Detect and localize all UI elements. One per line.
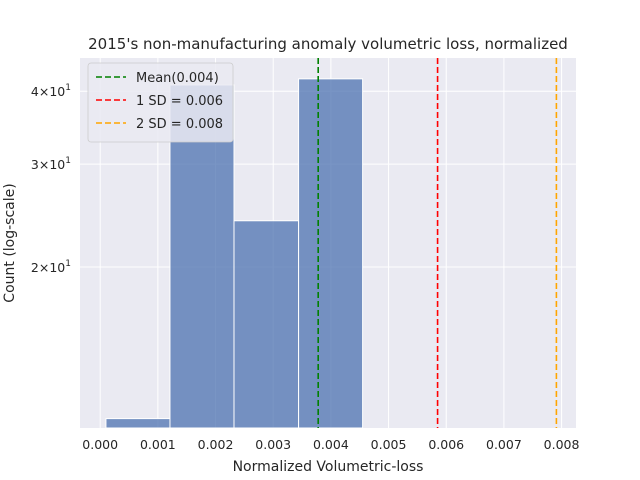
histogram-bar (233, 220, 300, 429)
legend: Mean(0.004) 1 SD = 0.006 2 SD = 0.008 (87, 62, 234, 143)
y-axis-label: Count (log-scale) (2, 183, 18, 302)
x-tick-label: 0.001 (140, 437, 176, 452)
x-tick-label: 0.008 (544, 437, 580, 452)
x-tick-labels: 0.000 0.001 0.002 0.003 0.004 0.005 0.006 0.007… (82, 437, 579, 452)
x-tick-label: 0.003 (255, 437, 291, 452)
histogram-bars (105, 78, 364, 429)
y-tick-label: 2×101 (31, 259, 71, 275)
y-tick-label: 3×101 (31, 156, 71, 172)
x-tick-label: 0.004 (313, 437, 349, 452)
legend-label: 2 SD = 0.008 (136, 117, 223, 132)
x-tick-label: 0.005 (371, 437, 407, 452)
histogram-bar (105, 418, 171, 429)
x-tick-label: 0.006 (428, 437, 464, 452)
y-tick-label: 4×101 (31, 83, 71, 99)
legend-label: Mean(0.004) (136, 71, 219, 86)
x-tick-label: 0.007 (486, 437, 522, 452)
chart-title: 2015's non-manufacturing anomaly volumet… (88, 35, 568, 53)
x-tick-label: 0.000 (82, 437, 118, 452)
y-tick-labels: 2×101 3×101 4×101 (31, 83, 71, 275)
x-axis-label: Normalized Volumetric-loss (233, 459, 424, 475)
legend-label: 1 SD = 0.006 (136, 94, 223, 109)
reference-lines (317, 58, 558, 428)
histogram-bar (298, 78, 364, 429)
x-tick-label: 0.002 (198, 437, 234, 452)
